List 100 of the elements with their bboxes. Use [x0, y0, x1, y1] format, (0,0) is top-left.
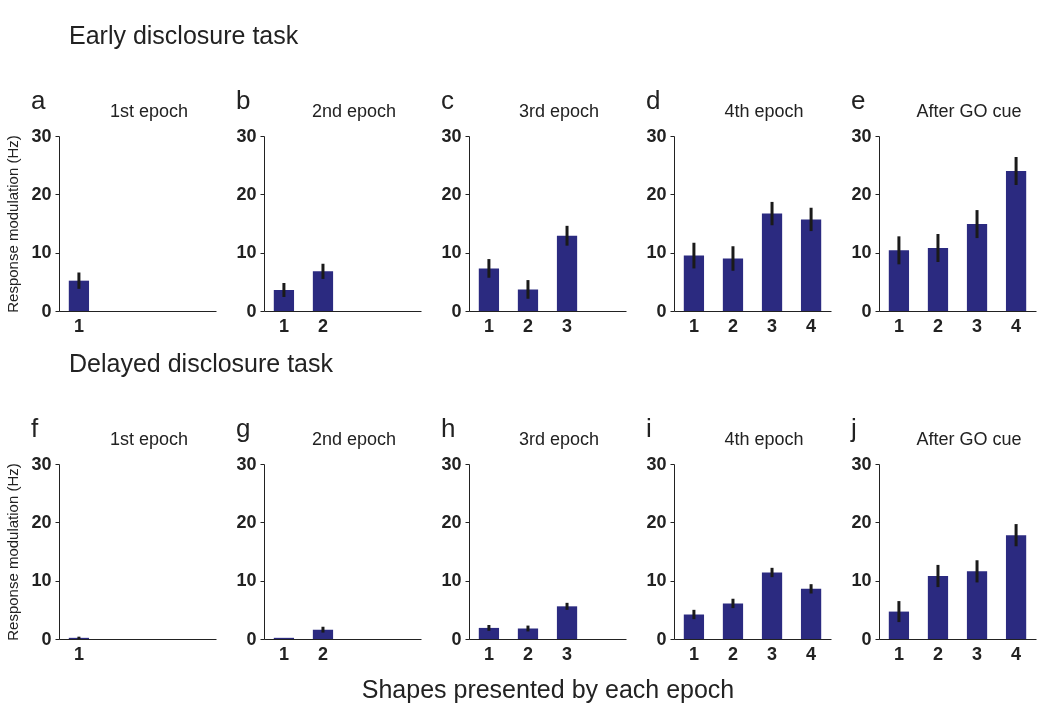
y-tick-label: 30 — [441, 453, 462, 474]
text: b — [236, 85, 251, 115]
y-tick-label: 30 — [851, 125, 872, 146]
x-tick-label: 1 — [893, 315, 904, 336]
bar — [517, 628, 539, 639]
bar — [683, 255, 705, 311]
bar — [966, 571, 988, 639]
x-tick-label: 4 — [806, 643, 817, 664]
x-tick-label: 1 — [278, 315, 289, 336]
bar — [1005, 171, 1027, 311]
y-tick-label: 0 — [451, 628, 462, 649]
bar — [966, 224, 988, 311]
y-tick-label: 0 — [656, 300, 667, 321]
y-tick-label: 20 — [441, 511, 462, 532]
text: f — [31, 413, 39, 443]
y-tick-label: 20 — [851, 183, 872, 204]
x-tick-label: 2 — [522, 315, 533, 336]
y-tick-label: 30 — [441, 125, 462, 146]
y-tick-label: 0 — [656, 628, 667, 649]
y-tick-label: 10 — [646, 242, 667, 263]
x-tick-label: 3 — [767, 315, 778, 336]
bar — [722, 603, 744, 639]
y-tick-label: 10 — [236, 570, 257, 591]
x-tick-label: 3 — [562, 643, 573, 664]
y-tick-label: 20 — [646, 183, 667, 204]
text: e — [851, 85, 866, 115]
y-tick-label: 30 — [646, 125, 667, 146]
y-tick-label: 30 — [851, 453, 872, 474]
text: a — [31, 85, 46, 115]
bar — [683, 614, 705, 639]
x-tick-label: 2 — [317, 315, 328, 336]
y-tick-label: 30 — [236, 453, 257, 474]
bar — [1005, 535, 1027, 639]
text: j — [850, 413, 857, 443]
chart-title: After GO cue — [916, 101, 1022, 121]
y-tick-label: 20 — [646, 511, 667, 532]
x-tick-label: 4 — [1011, 315, 1022, 336]
x-tick-label: 3 — [767, 643, 778, 664]
y-tick-label: 20 — [441, 183, 462, 204]
x-tick-label: 2 — [522, 643, 533, 664]
y-axis-title: Response modulation (Hz) — [4, 135, 22, 313]
y-tick-label: 10 — [851, 570, 872, 591]
x-tick-label: 2 — [317, 643, 328, 664]
y-tick-label: 30 — [31, 125, 52, 146]
x-tick-label: 2 — [932, 643, 943, 664]
chart-title: 1st epoch — [109, 101, 189, 121]
y-tick-label: 0 — [861, 628, 872, 649]
bar — [888, 611, 910, 639]
bar — [800, 219, 822, 311]
x-tick-label: 2 — [932, 315, 943, 336]
x-tick-label: 4 — [1011, 643, 1022, 664]
bar — [478, 268, 500, 311]
x-tick-label: 2 — [727, 643, 738, 664]
y-tick-label: 10 — [236, 242, 257, 263]
x-tick-label: 1 — [688, 643, 699, 664]
x-tick-label: 1 — [278, 643, 289, 664]
x-tick-label: 3 — [972, 315, 983, 336]
y-tick-label: 20 — [31, 183, 52, 204]
y-tick-label: 10 — [441, 242, 462, 263]
chart-title: 1st epoch — [109, 429, 189, 449]
chart-title: 3rd epoch — [518, 101, 600, 121]
x-tick-label: 3 — [972, 643, 983, 664]
y-tick-label: 10 — [441, 570, 462, 591]
x-tick-label: 1 — [688, 315, 699, 336]
chart-title: After GO cue — [916, 429, 1022, 449]
y-tick-label: 10 — [851, 242, 872, 263]
bar — [556, 235, 578, 311]
bar — [927, 248, 949, 311]
bar — [800, 588, 822, 639]
bar — [478, 627, 500, 639]
chart-title: 4th epoch — [724, 429, 804, 449]
bar — [761, 213, 783, 311]
y-tick-label: 0 — [41, 628, 52, 649]
y-tick-label: 20 — [851, 511, 872, 532]
x-tick-label: 2 — [727, 315, 738, 336]
text: Delayed disclosure task — [69, 349, 334, 377]
y-tick-label: 20 — [236, 183, 257, 204]
chart-title: 2nd epoch — [311, 429, 397, 449]
y-tick-label: 20 — [31, 511, 52, 532]
y-tick-label: 0 — [246, 628, 257, 649]
x-tick-label: 1 — [73, 643, 84, 664]
x-axis-title: Shapes presented by each epoch — [361, 674, 735, 703]
x-tick-label: 1 — [483, 643, 494, 664]
y-tick-label: 10 — [646, 570, 667, 591]
chart-title: 4th epoch — [724, 101, 804, 121]
text: i — [646, 413, 652, 443]
chart-title: 3rd epoch — [518, 429, 600, 449]
bar — [517, 289, 539, 311]
y-tick-label: 20 — [236, 511, 257, 532]
bar — [927, 576, 949, 639]
text: d — [646, 85, 661, 115]
bar — [761, 572, 783, 639]
y-tick-label: 0 — [451, 300, 462, 321]
x-tick-label: 4 — [806, 315, 817, 336]
y-tick-label: 10 — [31, 242, 52, 263]
text: h — [441, 413, 456, 443]
x-tick-label: 3 — [562, 315, 573, 336]
y-tick-label: 0 — [41, 300, 52, 321]
y-tick-label: 0 — [246, 300, 257, 321]
text: g — [236, 413, 251, 443]
